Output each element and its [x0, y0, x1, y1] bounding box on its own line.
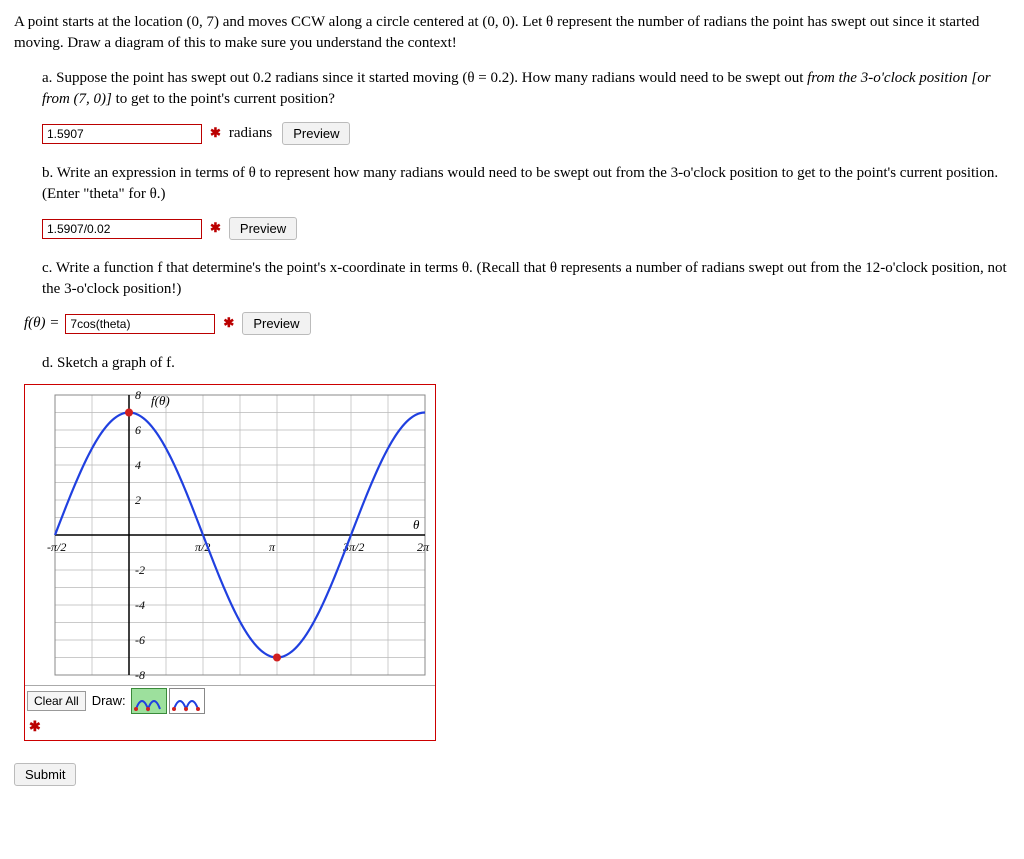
preview-button[interactable]: Preview: [242, 312, 310, 335]
svg-text:f(θ): f(θ): [151, 393, 170, 408]
part-b-input[interactable]: [42, 219, 202, 239]
part-c-input[interactable]: [65, 314, 215, 334]
svg-text:2: 2: [135, 493, 141, 507]
draw-toolbar: Clear All Draw:: [25, 685, 435, 716]
graph-plot[interactable]: 8642-2-4-6-8-π/2π/2π3π/22πf(θ)θ: [25, 385, 435, 685]
part-c-prefix: f(θ) =: [24, 313, 59, 334]
part-d-text: Sketch a graph of f.: [57, 355, 175, 371]
svg-text:6: 6: [135, 423, 141, 437]
wrong-marker-icon: ✱: [219, 314, 238, 332]
part-b: b. Write an expression in terms of θ to …: [42, 163, 1010, 240]
submit-button[interactable]: Submit: [14, 763, 76, 786]
part-a: a. Suppose the point has swept out 0.2 r…: [42, 68, 1010, 145]
wrong-marker-icon: ✱: [206, 124, 225, 142]
part-b-label: b.: [42, 165, 53, 181]
part-a-label: a.: [42, 70, 52, 86]
part-a-text-1: Suppose the point has swept out 0.2 radi…: [56, 70, 807, 86]
svg-text:-2: -2: [135, 563, 145, 577]
graph-container: 8642-2-4-6-8-π/2π/2π3π/22πf(θ)θ Clear Al…: [24, 384, 436, 741]
draw-label: Draw:: [88, 692, 130, 710]
problem-intro: A point starts at the location (0, 7) an…: [14, 12, 1010, 54]
part-c-text: Write a function f that determine's the …: [42, 260, 1007, 297]
part-b-text: Write an expression in terms of θ to rep…: [42, 165, 998, 202]
svg-text:-4: -4: [135, 598, 145, 612]
clear-all-button[interactable]: Clear All: [27, 691, 86, 711]
part-c-label: c.: [42, 260, 52, 276]
preview-button[interactable]: Preview: [282, 122, 350, 145]
svg-text:2π: 2π: [417, 540, 430, 554]
svg-text:θ: θ: [413, 517, 420, 532]
part-d-label: d.: [42, 355, 53, 371]
wrong-marker-icon: ✱: [206, 219, 225, 237]
svg-text:8: 8: [135, 388, 141, 402]
wrong-marker-icon: ✱: [25, 716, 435, 740]
part-d: d. Sketch a graph of f. 8 6 4 2 -2 -4 -6 -8 -π/2…: [24, 353, 1010, 741]
draw-tool-curve-icon[interactable]: [131, 688, 167, 714]
part-a-input[interactable]: [42, 124, 202, 144]
svg-text:-π/2: -π/2: [47, 540, 66, 554]
part-c: c. Write a function f that determine's t…: [42, 258, 1010, 335]
draw-tool-curve2-icon[interactable]: [169, 688, 205, 714]
part-a-text-2: to get to the point's current position?: [112, 91, 335, 107]
svg-text:π: π: [269, 540, 276, 554]
svg-text:-6: -6: [135, 633, 145, 647]
svg-text:4: 4: [135, 458, 141, 472]
svg-text:-8: -8: [135, 668, 145, 682]
preview-button[interactable]: Preview: [229, 217, 297, 240]
part-a-unit: radians: [229, 123, 278, 144]
